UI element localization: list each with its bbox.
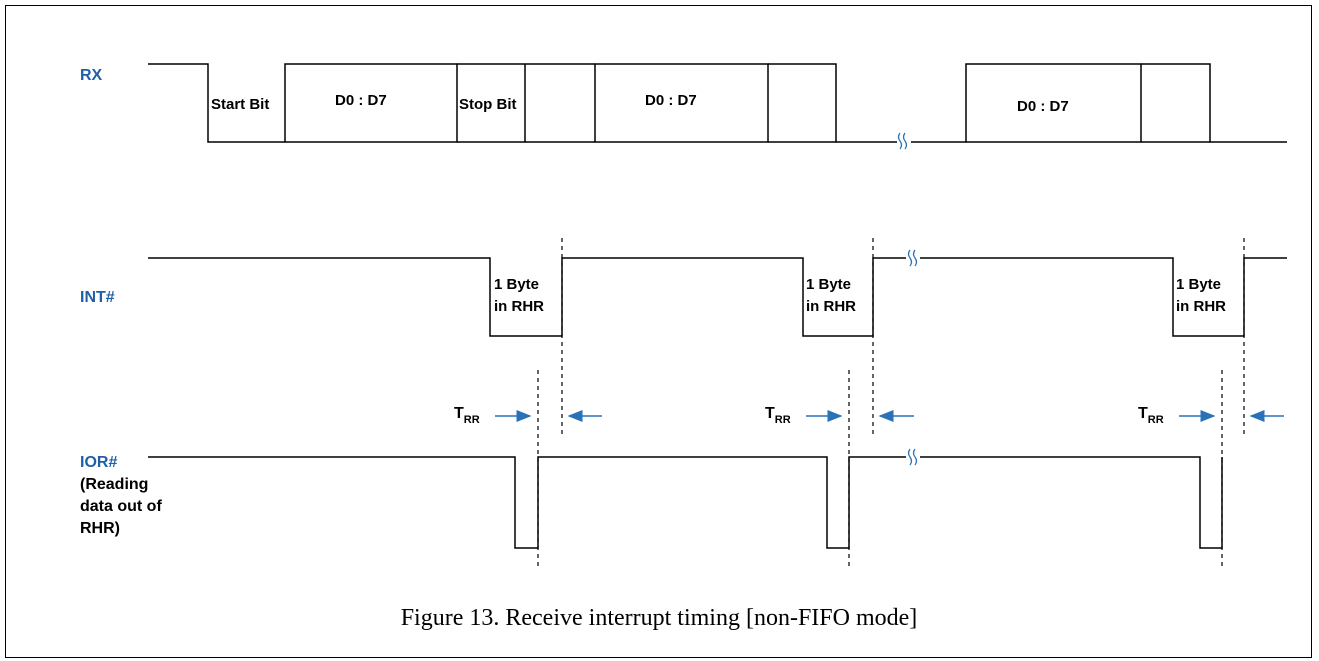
timing-dashed-lines	[537, 238, 1245, 570]
rx-break-mark	[897, 132, 908, 150]
figure-frame	[5, 5, 1312, 658]
ior-desc-line3: RHR)	[80, 520, 120, 537]
rx-data-1: D0 : D7	[335, 92, 387, 109]
ior-desc-line2: data out of	[80, 498, 162, 515]
ior-break-mark	[907, 448, 918, 466]
rx-data-3: D0 : D7	[1017, 98, 1069, 115]
trr-label-1: TRR	[454, 405, 480, 426]
int-box-2-line2: in RHR	[806, 298, 856, 315]
rx-stop-bit: Stop Bit	[459, 96, 517, 113]
int-box-1-line1: 1 Byte	[494, 276, 539, 293]
int-break-mark	[907, 249, 918, 267]
int-box-3-line2: in RHR	[1176, 298, 1226, 315]
trr-label-3: TRR	[1138, 405, 1164, 426]
rx-label: RX	[80, 67, 103, 84]
ior-label: IOR#	[80, 454, 117, 471]
trr-label-2: TRR	[765, 405, 791, 426]
rx-data-2: D0 : D7	[645, 92, 697, 109]
ior-desc-line1: (Reading	[80, 476, 148, 493]
int-box-1-line2: in RHR	[494, 298, 544, 315]
rx-waveform	[148, 63, 1287, 143]
rx-start-bit: Start Bit	[211, 96, 269, 113]
int-box-2-line1: 1 Byte	[806, 276, 851, 293]
int-box-3-line1: 1 Byte	[1176, 276, 1221, 293]
ior-waveform	[148, 456, 1223, 549]
int-label: INT#	[80, 289, 115, 306]
figure-caption: Figure 13. Receive interrupt timing [non…	[401, 605, 918, 631]
int-waveform	[148, 257, 1287, 337]
